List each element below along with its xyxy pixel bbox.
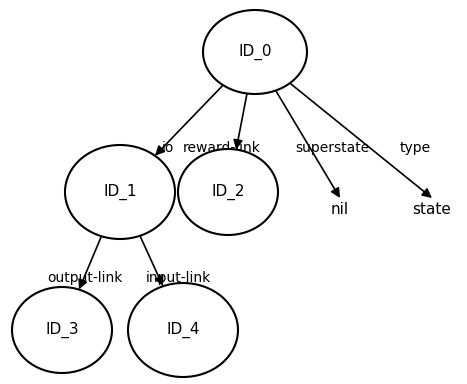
Text: superstate: superstate [295,141,369,155]
Text: ID_1: ID_1 [103,184,137,200]
Text: output-link: output-link [47,271,123,285]
Text: reward-link: reward-link [183,141,261,155]
Text: ID_2: ID_2 [211,184,245,200]
Ellipse shape [65,145,175,239]
Text: ID_3: ID_3 [45,322,79,338]
Ellipse shape [12,287,112,373]
Text: state: state [412,202,452,217]
Ellipse shape [128,283,238,377]
Text: ID_0: ID_0 [238,44,272,60]
Ellipse shape [203,10,307,94]
Text: nil: nil [331,202,349,217]
Text: ID_4: ID_4 [166,322,200,338]
Ellipse shape [178,149,278,235]
Text: input-link: input-link [145,271,211,285]
Text: io: io [162,141,174,155]
Text: type: type [399,141,431,155]
